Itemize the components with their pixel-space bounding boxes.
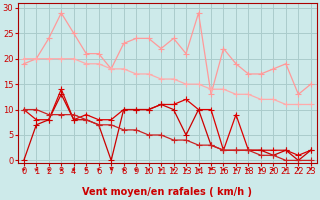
X-axis label: Vent moyen/en rafales ( km/h ): Vent moyen/en rafales ( km/h ) — [82, 187, 252, 197]
